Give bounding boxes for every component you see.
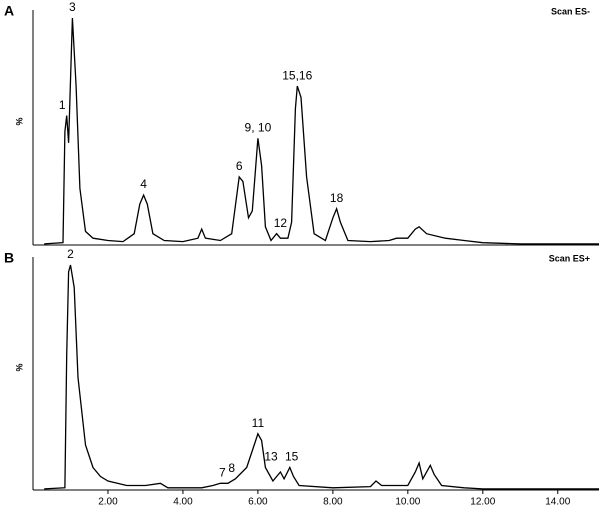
x-tick-label: 4.00	[173, 497, 193, 508]
panel-label: B	[4, 250, 14, 266]
x-tick-label: 14.00	[545, 497, 570, 508]
x-tick-label: 6.00	[248, 497, 268, 508]
peak-label: 12	[274, 216, 288, 230]
peak-label: 11	[252, 416, 265, 430]
x-tick-label: 8.00	[323, 497, 343, 508]
x-tick-label: 12.00	[470, 497, 495, 508]
peak-label: 15	[285, 450, 299, 464]
trace	[44, 264, 599, 490]
peak-label: 6	[236, 159, 243, 173]
peak-label: 15,16	[282, 68, 312, 82]
peak-label: 2	[67, 247, 74, 261]
scan-mode: Scan ES-	[551, 6, 590, 16]
peak-label: 1	[59, 98, 66, 112]
peak-label: 9, 10	[245, 120, 272, 134]
peak-label: 4	[140, 177, 147, 191]
panel-label: A	[4, 3, 14, 19]
peak-label: 8	[228, 461, 235, 475]
peak-label: 18	[330, 191, 344, 205]
trace	[44, 17, 599, 245]
peak-label: 3	[69, 0, 76, 14]
x-tick-label: 2.00	[98, 497, 118, 508]
x-tick-label: 10.00	[395, 497, 420, 508]
peak-label: 7	[219, 465, 226, 479]
y-axis-label: %	[14, 363, 24, 371]
scan-mode: Scan ES+	[549, 253, 590, 263]
peak-label: 13	[264, 450, 278, 464]
y-axis-label: %	[14, 117, 24, 125]
